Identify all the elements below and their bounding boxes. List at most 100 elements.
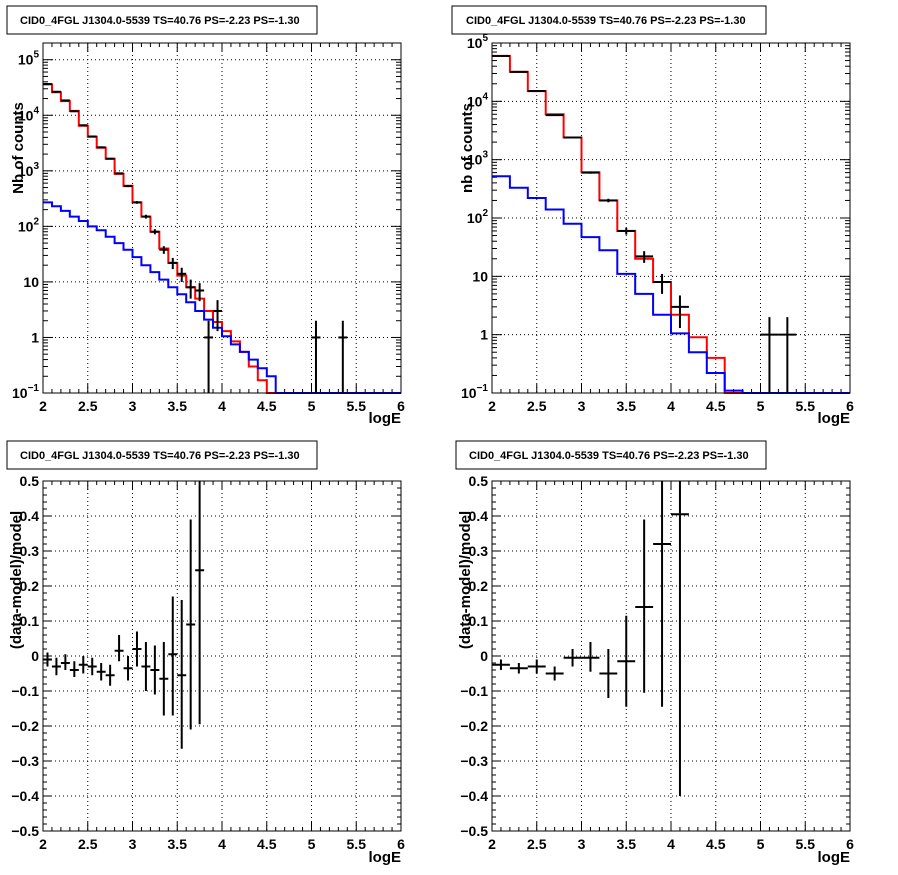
chart-title: CID0_4FGL J1304.0-5539 TS=40.76 PS=-2.23… bbox=[20, 450, 300, 462]
y-tick-label: 0.1 bbox=[469, 613, 489, 629]
title-box bbox=[451, 5, 767, 35]
chart-title: CID0_4FGL J1304.0-5539 TS=40.76 PS=-2.23… bbox=[469, 450, 749, 462]
title-box bbox=[6, 440, 318, 470]
y-tick-label: 10 bbox=[23, 274, 39, 290]
y-tick-label: −0.1 bbox=[11, 683, 39, 699]
x-tick-label: 3.5 bbox=[168, 398, 188, 414]
plot-frame bbox=[42, 480, 402, 832]
y-tick-label: 104 bbox=[18, 105, 40, 123]
y-tick-label: 0.4 bbox=[20, 508, 40, 524]
x-axis-title: logE bbox=[369, 410, 402, 427]
y-tick-label: 1 bbox=[480, 327, 488, 343]
y-tick-label: 0.3 bbox=[20, 543, 40, 559]
y-tick-label: 102 bbox=[467, 208, 489, 226]
x-tick-label: 4 bbox=[667, 398, 675, 414]
series-step-line bbox=[492, 54, 850, 394]
chart-title: CID0_4FGL J1304.0-5539 TS=40.76 PS=-2.23… bbox=[20, 15, 300, 27]
y-tick-label: 103 bbox=[18, 161, 40, 179]
title-box bbox=[455, 440, 767, 470]
x-tick-label: 2 bbox=[488, 398, 496, 414]
y-axis-title: nb of counts bbox=[459, 103, 476, 193]
x-tick-label: 6 bbox=[846, 836, 854, 852]
x-tick-label: 5 bbox=[757, 836, 765, 852]
y-tick-label: 0.1 bbox=[20, 613, 40, 629]
y-tick-label: −0.1 bbox=[460, 683, 488, 699]
plot-frame bbox=[491, 480, 851, 832]
panel-counts-log-bins-0.2: CID0_4FGL J1304.0-5539 TS=40.76 PS=-2.23… bbox=[451, 5, 854, 427]
x-tick-label: 6 bbox=[397, 836, 405, 852]
x-axis-title: logE bbox=[369, 849, 402, 866]
plot-frame bbox=[491, 42, 851, 394]
x-tick-label: 5.5 bbox=[796, 398, 816, 414]
x-tick-label: 2.5 bbox=[78, 836, 98, 852]
x-tick-label: 4.5 bbox=[257, 836, 277, 852]
y-tick-label: −0.3 bbox=[11, 753, 39, 769]
y-tick-label: 0 bbox=[480, 648, 488, 664]
x-tick-label: 4 bbox=[667, 836, 675, 852]
panel-residuals-bins-0.2: CID0_4FGL J1304.0-5539 TS=40.76 PS=-2.23… bbox=[455, 440, 854, 866]
x-tick-label: 2.5 bbox=[527, 836, 547, 852]
panel-counts-log-bins-0.1: CID0_4FGL J1304.0-5539 TS=40.76 PS=-2.23… bbox=[6, 5, 405, 427]
panel-residuals-bins-0.1: CID0_4FGL J1304.0-5539 TS=40.76 PS=-2.23… bbox=[6, 440, 405, 866]
y-tick-label: 0.2 bbox=[20, 578, 40, 594]
y-tick-label: −0.2 bbox=[11, 718, 39, 734]
y-tick-label: 10 bbox=[472, 268, 488, 284]
chart-title: CID0_4FGL J1304.0-5539 TS=40.76 PS=-2.23… bbox=[466, 15, 746, 27]
y-tick-label: 0.5 bbox=[469, 473, 489, 489]
y-tick-label: 0.3 bbox=[469, 543, 489, 559]
x-tick-label: 3 bbox=[129, 836, 137, 852]
y-tick-label: 0.4 bbox=[469, 508, 489, 524]
x-tick-label: 4.5 bbox=[257, 398, 277, 414]
y-tick-label: 0 bbox=[31, 648, 39, 664]
plot-frame bbox=[42, 42, 402, 394]
y-tick-label: −0.4 bbox=[460, 788, 488, 804]
y-tick-label: −0.5 bbox=[11, 823, 39, 839]
x-tick-label: 3.5 bbox=[617, 398, 637, 414]
x-tick-label: 3 bbox=[578, 836, 586, 852]
x-tick-label: 6 bbox=[397, 398, 405, 414]
y-tick-label: 10−1 bbox=[461, 383, 488, 401]
y-tick-label: 10−1 bbox=[12, 383, 39, 401]
x-tick-label: 4.5 bbox=[706, 836, 726, 852]
x-axis-title: logE bbox=[818, 849, 851, 866]
x-tick-label: 5 bbox=[308, 398, 316, 414]
y-tick-label: 104 bbox=[467, 91, 489, 109]
x-tick-label: 3 bbox=[578, 398, 586, 414]
y-tick-label: −0.5 bbox=[460, 823, 488, 839]
x-tick-label: 5 bbox=[757, 398, 765, 414]
y-tick-label: 105 bbox=[467, 33, 489, 51]
x-axis-title: logE bbox=[818, 410, 851, 427]
x-tick-label: 2.5 bbox=[78, 398, 98, 414]
x-tick-label: 5.5 bbox=[796, 836, 816, 852]
y-tick-label: −0.3 bbox=[460, 753, 488, 769]
y-tick-label: 102 bbox=[18, 216, 40, 234]
y-tick-label: 105 bbox=[18, 50, 40, 68]
title-box bbox=[6, 5, 318, 35]
series-step-line bbox=[43, 201, 401, 394]
x-tick-label: 4 bbox=[218, 398, 226, 414]
x-tick-label: 2 bbox=[39, 836, 47, 852]
x-tick-label: 2.5 bbox=[527, 398, 547, 414]
y-axis-title: (data-model)/model bbox=[8, 511, 25, 649]
y-axis-title: (data-model)/model bbox=[457, 511, 474, 649]
x-tick-label: 5 bbox=[308, 836, 316, 852]
y-tick-label: 1 bbox=[31, 329, 39, 345]
series-step-line bbox=[43, 83, 401, 394]
y-tick-label: −0.2 bbox=[460, 718, 488, 734]
x-tick-label: 5.5 bbox=[347, 836, 367, 852]
x-tick-label: 6 bbox=[846, 398, 854, 414]
y-axis-title: Nb of counts bbox=[10, 102, 27, 194]
x-tick-label: 2 bbox=[39, 398, 47, 414]
y-tick-label: 0.5 bbox=[20, 473, 40, 489]
x-tick-label: 3.5 bbox=[168, 836, 188, 852]
x-tick-label: 2 bbox=[488, 836, 496, 852]
x-tick-label: 3.5 bbox=[617, 836, 637, 852]
x-tick-label: 4.5 bbox=[706, 398, 726, 414]
x-tick-label: 3 bbox=[129, 398, 137, 414]
x-tick-label: 4 bbox=[218, 836, 226, 852]
y-tick-label: 0.2 bbox=[469, 578, 489, 594]
y-tick-label: 103 bbox=[467, 150, 489, 168]
x-tick-label: 5.5 bbox=[347, 398, 367, 414]
y-tick-label: −0.4 bbox=[11, 788, 39, 804]
